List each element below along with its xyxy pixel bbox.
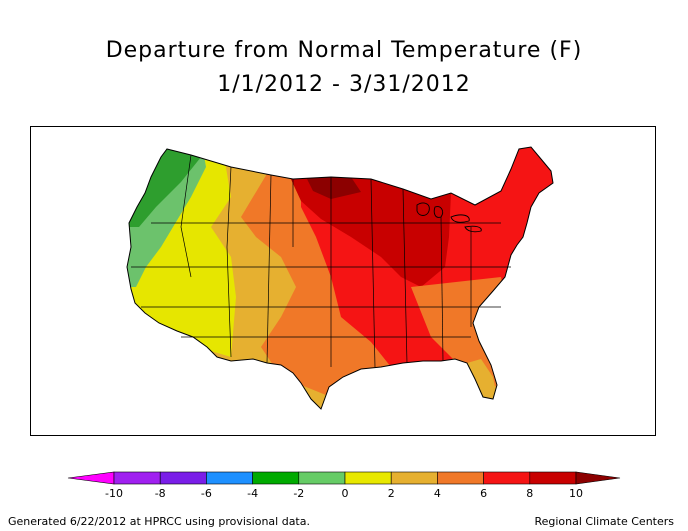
legend-swatch xyxy=(159,471,207,485)
legend-tick-label: -2 xyxy=(293,487,304,500)
region-darkest-red-north xyxy=(306,177,361,199)
legend-swatch xyxy=(483,471,531,485)
legend-swatch xyxy=(344,471,392,485)
legend-swatch xyxy=(437,471,484,485)
us-temperature-map xyxy=(126,146,554,410)
legend-tick-label: 6 xyxy=(480,487,487,500)
legend-tick-label: -10 xyxy=(105,487,123,500)
legend-swatch xyxy=(252,471,300,485)
legend-arrow-high xyxy=(575,471,621,485)
legend-tick-label: -6 xyxy=(201,487,212,500)
footer-credit: Regional Climate Centers xyxy=(534,515,674,528)
legend-tick-label: 4 xyxy=(434,487,441,500)
color-scale-legend: -10 -8 -6 -4 -2 0 2 4 6 8 10 xyxy=(0,468,688,508)
legend-swatch xyxy=(113,471,161,485)
region-light-orange-florida xyxy=(467,359,497,399)
great-lakes xyxy=(416,202,482,233)
legend-swatch xyxy=(390,471,438,485)
temperature-departure-field xyxy=(127,147,553,409)
map-frame xyxy=(30,126,656,436)
footer-generated-note: Generated 6/22/2012 at HPRCC using provi… xyxy=(8,515,310,528)
legend-tick-label: 10 xyxy=(569,487,583,500)
legend-swatch xyxy=(298,471,346,485)
legend-arrow-low xyxy=(67,471,115,485)
legend-tick-label: 0 xyxy=(342,487,349,500)
legend-scale: -10 -8 -6 -4 -2 0 2 4 6 8 10 xyxy=(67,471,621,500)
legend-tick-label: -4 xyxy=(247,487,258,500)
map-date-range: 1/1/2012 - 3/31/2012 xyxy=(217,72,471,97)
legend-tick-label: -8 xyxy=(155,487,166,500)
state-borders xyxy=(131,154,511,368)
legend-tick-label: 2 xyxy=(388,487,395,500)
map-title: Departure from Normal Temperature (F) xyxy=(105,38,583,63)
legend-tick-label: 8 xyxy=(526,487,533,500)
legend-swatch xyxy=(206,471,253,485)
legend-swatch xyxy=(529,471,577,485)
